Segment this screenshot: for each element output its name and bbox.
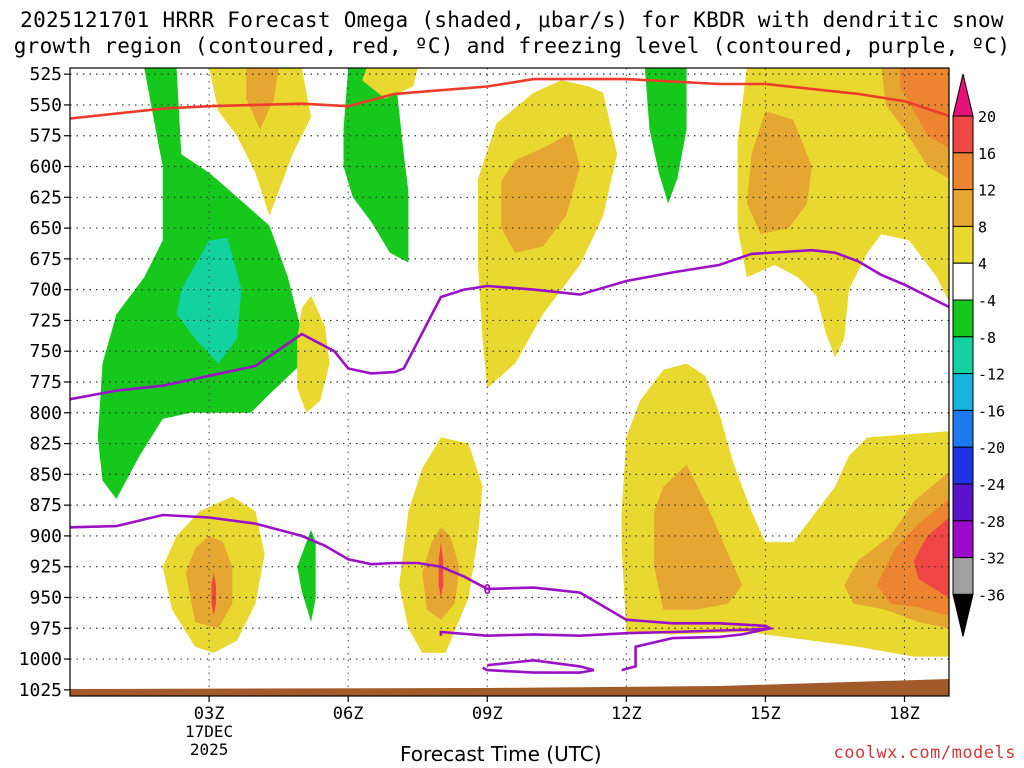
orange-region <box>746 111 812 235</box>
y-tick-label: 1025 <box>19 680 62 701</box>
colorbar-swatch <box>952 225 974 264</box>
freezing-level-lower-contour <box>70 513 775 638</box>
red-region <box>438 542 444 598</box>
y-tick-label: 550 <box>29 95 62 116</box>
colorbar-swatch <box>952 520 974 559</box>
y-tick-label: 750 <box>29 341 62 362</box>
x-tick-date: 17DEC <box>185 722 233 741</box>
yellow-region <box>362 68 418 99</box>
orange-region <box>501 133 580 253</box>
terrain-surface <box>70 679 949 696</box>
colorbar-top-arrow <box>952 73 974 117</box>
x-tick-label: 09Z <box>472 704 503 724</box>
chart-title-line-1: 2025121701 HRRR Forecast Omega (shaded, … <box>20 8 1004 32</box>
y-tick-label: 775 <box>29 372 62 393</box>
y-tick-label: 525 <box>29 64 62 85</box>
y-tick-label: 900 <box>29 526 62 547</box>
y-tick-label: 800 <box>29 403 62 424</box>
green-region <box>343 68 409 263</box>
dark-orange-region <box>876 499 949 616</box>
colorbar-label: -4 <box>978 292 996 310</box>
colorbar-swatch <box>952 299 974 338</box>
red-region <box>913 517 949 598</box>
y-tick-label: 575 <box>29 126 62 147</box>
y-tick-label: 825 <box>29 434 62 455</box>
source-credit: coolwx.com/models <box>833 743 1016 763</box>
colorbar-swatch <box>952 115 974 154</box>
colorbar-legend: 20 16 12 8 4 -4 -8 -12 -16 -20 -24 -28 -32 -36 <box>952 73 1005 637</box>
dendritic-growth-contour <box>70 77 949 120</box>
x-tick-label: 15Z <box>750 704 781 724</box>
colorbar-label: -12 <box>978 366 1005 384</box>
y-axis-pressure-ticks: 525 550 575 600 625 650 675 700 725 750 775 800 825 8… <box>19 64 70 701</box>
colorbar-label: -28 <box>978 513 1005 531</box>
y-tick-label: 1000 <box>19 649 62 670</box>
red-region <box>211 572 216 616</box>
orange-region <box>246 68 279 130</box>
y-tick-label: 950 <box>29 587 62 608</box>
terrain-band <box>70 679 949 696</box>
omega-shaded-regions <box>97 68 949 657</box>
colorbar-bottom-arrow <box>952 593 974 637</box>
yellow-region <box>297 295 330 413</box>
x-tick-year: 2025 <box>190 740 229 759</box>
grid-lines <box>70 68 949 696</box>
colorbar-label: -8 <box>978 329 996 347</box>
green-region <box>297 529 316 623</box>
y-tick-label: 850 <box>29 464 62 485</box>
colorbar-swatch <box>952 189 974 227</box>
colorbar-swatch <box>952 373 974 411</box>
colorbar-label: -32 <box>978 550 1005 568</box>
colorbar-swatch <box>952 557 974 595</box>
y-tick-label: 725 <box>29 310 62 331</box>
colorbar-label: 20 <box>978 108 996 126</box>
y-tick-label: 600 <box>29 157 62 178</box>
colorbar-swatch <box>952 446 974 485</box>
colorbar-label: 4 <box>978 255 987 273</box>
x-tick-label: 06Z <box>333 704 364 724</box>
freezing-level-right-loop <box>621 627 771 672</box>
colorbar-label: -20 <box>978 439 1005 457</box>
colorbar-label: -36 <box>978 586 1005 604</box>
colorbar-swatch <box>952 152 974 191</box>
green-region <box>644 68 687 204</box>
y-tick-label: 700 <box>29 280 62 301</box>
y-tick-label: 975 <box>29 618 62 639</box>
x-tick-label: 12Z <box>611 704 642 724</box>
chart-title-line-2: growth region (contoured, red, ºC) and f… <box>13 34 1011 58</box>
freezing-level-upper-contour <box>70 248 949 401</box>
colorbar-swatch <box>952 336 974 375</box>
colorbar-label: -24 <box>978 476 1005 494</box>
colorbar-swatch <box>952 409 974 448</box>
orange-region <box>654 464 743 610</box>
x-tick-label: 18Z <box>889 704 920 724</box>
y-tick-label: 650 <box>29 218 62 239</box>
y-tick-label: 625 <box>29 187 62 208</box>
colorbar-swatch <box>952 262 974 301</box>
colorbar-swatch <box>952 483 974 522</box>
colorbar-label: 16 <box>978 145 996 163</box>
colorbar-label: 12 <box>978 182 996 200</box>
freezing-level-bottom-loop <box>481 658 595 674</box>
x-axis-label: Forecast Time (UTC) <box>400 742 602 766</box>
x-tick-label: 03Z <box>194 704 225 724</box>
colorbar-label: -16 <box>978 402 1005 420</box>
contour-lines <box>70 77 949 674</box>
colorbar-label: 8 <box>978 218 987 236</box>
teal-region <box>176 237 242 364</box>
freezing-level-zero-label: 0 <box>483 583 491 598</box>
y-tick-label: 925 <box>29 557 62 578</box>
y-tick-label: 875 <box>29 495 62 516</box>
y-tick-label: 675 <box>29 249 62 270</box>
